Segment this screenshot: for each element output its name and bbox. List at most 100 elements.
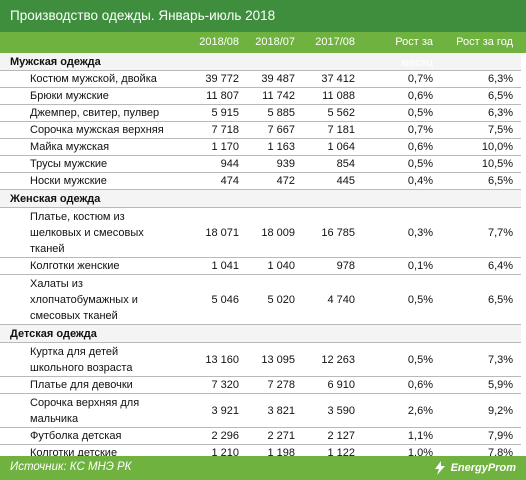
row-label-line: хлопчатобумажных и bbox=[30, 293, 138, 306]
value-cell: 0,6% bbox=[363, 376, 441, 394]
value-cell: 0,7% bbox=[363, 121, 441, 139]
value-cell: 0,5% bbox=[363, 104, 441, 122]
table-row: Платье для девочки 7 320 7 278 6 910 0,6% 5,9… bbox=[0, 376, 522, 394]
row-label-line: мальчика bbox=[30, 412, 79, 425]
value-cell: 6,3% bbox=[441, 70, 522, 88]
table-row: Майка мужская 1 170 1 163 1 064 0,6% 10,0% bbox=[0, 138, 522, 156]
value-cell: 11 088 bbox=[303, 87, 363, 105]
value-cell: 7,5% bbox=[441, 121, 522, 139]
value-cell: 4 740 bbox=[303, 274, 363, 325]
row-label-line: Джемпер, свитер, пулвер bbox=[30, 107, 160, 119]
value-cell: 11 742 bbox=[247, 87, 303, 105]
row-label-line: Костюм мужской, двойка bbox=[30, 73, 157, 85]
row-label-line: Платье для девочки bbox=[30, 379, 133, 391]
value-cell: 0,5% bbox=[363, 155, 441, 173]
row-label: Майка мужская bbox=[0, 138, 195, 156]
value-cell: 3 821 bbox=[247, 393, 303, 428]
value-cell: 13 160 bbox=[195, 342, 247, 377]
value-cell: 16 785 bbox=[303, 207, 363, 258]
value-cell: 11 807 bbox=[195, 87, 247, 105]
table-row: Платье, костюм из шелковых и смесовых ткан… bbox=[0, 207, 522, 258]
value-cell: 0,7% bbox=[363, 70, 441, 88]
row-label: Куртка для детей школьного возраста bbox=[0, 342, 195, 377]
row-label-line: Майка мужская bbox=[30, 141, 110, 153]
value-cell: 10,0% bbox=[441, 138, 522, 156]
section-row: Женская одежда bbox=[0, 189, 522, 208]
row-label: Джемпер, свитер, пулвер bbox=[0, 104, 195, 122]
value-cell: 6,5% bbox=[441, 172, 522, 190]
row-label: Костюм мужской, двойка bbox=[0, 70, 195, 88]
table-row: Футболка детская 2 296 2 271 2 127 1,1% 7,9% bbox=[0, 427, 522, 445]
row-label: Платье для девочки bbox=[0, 376, 195, 394]
value-cell: 0,5% bbox=[363, 342, 441, 377]
section-row: Детская одежда bbox=[0, 324, 522, 343]
row-label-line: Куртка для детей bbox=[30, 345, 119, 358]
header-cell-2017-08: 2017/08 bbox=[315, 36, 355, 48]
header-cell-label bbox=[0, 32, 195, 53]
row-label-line: Халаты из bbox=[30, 277, 83, 290]
logo-text: EnergyProm bbox=[450, 462, 516, 474]
value-cell: 7,3% bbox=[441, 342, 522, 377]
value-cell: 1 163 bbox=[247, 138, 303, 156]
production-table: Мужская одежда Костюм мужской, двойка 39 7… bbox=[0, 53, 522, 462]
value-cell: 0,4% bbox=[363, 172, 441, 190]
value-cell: 10,5% bbox=[441, 155, 522, 173]
row-label-line: шелковых и смесовых bbox=[30, 226, 144, 239]
value-cell: 9,2% bbox=[441, 393, 522, 428]
value-cell: 2 127 bbox=[303, 427, 363, 445]
value-cell: 12 263 bbox=[303, 342, 363, 377]
value-cell: 18 009 bbox=[247, 207, 303, 258]
row-label: Носки мужские bbox=[0, 172, 195, 190]
value-cell: 5 915 bbox=[195, 104, 247, 122]
value-cell: 6,3% bbox=[441, 104, 522, 122]
header-cell-2018-08: 2018/08 bbox=[199, 36, 239, 48]
source-text: Источник: КС МНЭ РК bbox=[10, 461, 132, 473]
value-cell: 5 885 bbox=[247, 104, 303, 122]
value-cell: 2 296 bbox=[195, 427, 247, 445]
row-label: Сорочка верхняя для мальчика bbox=[0, 393, 195, 428]
value-cell: 39 772 bbox=[195, 70, 247, 88]
table-row: Брюки мужские 11 807 11 742 11 088 0,6% 6,5% bbox=[0, 87, 522, 105]
value-cell: 445 bbox=[303, 172, 363, 190]
row-label: Брюки мужские bbox=[0, 87, 195, 105]
value-cell: 7 667 bbox=[247, 121, 303, 139]
row-label-line: тканей bbox=[30, 242, 65, 255]
value-cell: 472 bbox=[247, 172, 303, 190]
header-row: 2018/08 2018/07 2017/08 Рост за месяц Ро… bbox=[0, 32, 526, 69]
row-label-line: Брюки мужские bbox=[30, 90, 109, 102]
section-title: Женская одежда bbox=[0, 189, 522, 208]
value-cell: 5 020 bbox=[247, 274, 303, 325]
row-label-line: смесовых тканей bbox=[30, 309, 118, 322]
value-cell: 854 bbox=[303, 155, 363, 173]
value-cell: 1 041 bbox=[195, 257, 247, 275]
value-cell: 474 bbox=[195, 172, 247, 190]
table-row: Трусы мужские 944 939 854 0,5% 10,5% bbox=[0, 155, 522, 173]
row-label-line: Сорочка мужская верхняя bbox=[30, 124, 164, 136]
lightning-icon bbox=[434, 461, 445, 475]
row-label-line: Футболка детская bbox=[30, 430, 122, 442]
header-cell-month-growth: Рост за месяц bbox=[395, 36, 433, 69]
value-cell: 1 040 bbox=[247, 257, 303, 275]
value-cell: 6,5% bbox=[441, 274, 522, 325]
row-label-line: Носки мужские bbox=[30, 175, 107, 187]
row-label-line: школьного возраста bbox=[30, 361, 133, 374]
value-cell: 0,3% bbox=[363, 207, 441, 258]
row-label: Колготки женские bbox=[0, 257, 195, 275]
value-cell: 7 718 bbox=[195, 121, 247, 139]
row-label: Халаты из хлопчатобумажных и смесовых ткан… bbox=[0, 274, 195, 325]
header-cell-year-growth: Рост за год bbox=[456, 36, 513, 48]
table-row: Костюм мужской, двойка 39 772 39 487 37 412… bbox=[0, 70, 522, 88]
value-cell: 0,6% bbox=[363, 138, 441, 156]
row-label: Сорочка мужская верхняя bbox=[0, 121, 195, 139]
value-cell: 1 170 bbox=[195, 138, 247, 156]
row-label-line: Трусы мужские bbox=[30, 158, 108, 170]
value-cell: 3 590 bbox=[303, 393, 363, 428]
row-label-line: Платье, костюм из bbox=[30, 210, 125, 223]
table-title: Производство одежды. Январь-июль 2018 bbox=[0, 0, 526, 32]
value-cell: 7 278 bbox=[247, 376, 303, 394]
value-cell: 7 181 bbox=[303, 121, 363, 139]
value-cell: 3 921 bbox=[195, 393, 247, 428]
source-bar: Источник: КС МНЭ РК EnergyProm bbox=[0, 456, 526, 480]
header-cell-2018-07: 2018/07 bbox=[255, 36, 295, 48]
value-cell: 5,9% bbox=[441, 376, 522, 394]
